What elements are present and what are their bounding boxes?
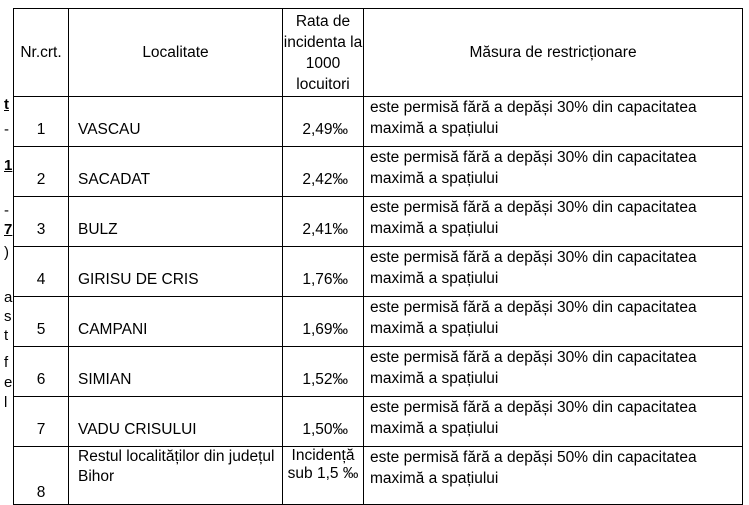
cell-localitate: SACADAT [68, 146, 283, 197]
margin-mark: ) [4, 244, 9, 261]
cell-localitate: BULZ [68, 196, 283, 247]
cell-measure: este permisă fără a depăși 50% din capac… [363, 446, 743, 505]
table-row: 2 SACADAT 2,42‰ este permisă fără a depă… [13, 146, 743, 197]
cell-localitate: SIMIAN [68, 346, 283, 397]
cell-nr: 1 [13, 96, 69, 147]
cell-measure: este permisă fără a depăși 30% din capac… [363, 146, 743, 197]
cell-measure: este permisă fără a depăși 30% din capac… [363, 96, 743, 147]
cell-localitate: CAMPANI [68, 296, 283, 347]
cell-localitate: VASCAU [68, 96, 283, 147]
table-row: 4 GIRISU DE CRIS 1,76‰ este permisă fără… [13, 246, 743, 297]
cell-measure: este permisă fără a depăși 30% din capac… [363, 196, 743, 247]
cell-rate: 1,69‰ [282, 296, 364, 347]
margin-mark: f [4, 354, 9, 371]
table-row: 1 VASCAU 2,49‰ este permisă fără a depăș… [13, 96, 743, 147]
margin-mark: t [4, 96, 9, 113]
cell-nr: 7 [13, 396, 69, 447]
table-row: 8 Restul localităților din județul Bihor… [13, 446, 743, 505]
header-rate: Rata de incidenta la 1000 locuitori [282, 8, 364, 97]
cell-nr: 8 [13, 446, 69, 505]
cell-nr: 5 [13, 296, 69, 347]
table-row: 3 BULZ 2,41‰ este permisă fără a depăși … [13, 196, 743, 247]
header-nr: Nr.crt. [13, 8, 69, 97]
cell-rate: 1,52‰ [282, 346, 364, 397]
cell-measure: este permisă fără a depăși 30% din capac… [363, 396, 743, 447]
margin-mark: s [4, 308, 12, 325]
table-row: 7 VADU CRISULUI 1,50‰ este permisă fără … [13, 396, 743, 447]
table-header-row: Nr.crt. Localitate Rata de incidenta la … [13, 8, 743, 97]
margin-mark: a [4, 289, 13, 306]
cell-localitate: VADU CRISULUI [68, 396, 283, 447]
cell-rate: 2,49‰ [282, 96, 364, 147]
cell-rate: 2,41‰ [282, 196, 364, 247]
cell-measure: este permisă fără a depăși 30% din capac… [363, 296, 743, 347]
cell-localitate: GIRISU DE CRIS [68, 246, 283, 297]
table-row: 5 CAMPANI 1,69‰ este permisă fără a depă… [13, 296, 743, 347]
cell-rate: 1,76‰ [282, 246, 364, 297]
margin-mark: 1 [4, 157, 13, 174]
margin-mark: l [4, 394, 8, 411]
cell-localitate: Restul localităților din județul Bihor [68, 446, 283, 505]
cell-rate: Incidență sub 1,5 ‰ [282, 446, 364, 505]
header-localitate: Localitate [68, 8, 283, 97]
cell-rate: 1,50‰ [282, 396, 364, 447]
cell-nr: 6 [13, 346, 69, 397]
cell-measure: este permisă fără a depăși 30% din capac… [363, 246, 743, 297]
margin-mark: - [4, 121, 9, 138]
cell-nr: 4 [13, 246, 69, 297]
margin-mark: 7 [4, 221, 13, 238]
margin-mark: - [4, 202, 9, 219]
cell-nr: 3 [13, 196, 69, 247]
cell-rate: 2,42‰ [282, 146, 364, 197]
cell-measure: este permisă fără a depăși 30% din capac… [363, 346, 743, 397]
header-measure: Măsura de restricționare [363, 8, 743, 97]
margin-mark: t [4, 327, 9, 344]
margin-mark: e [4, 374, 13, 391]
cell-nr: 2 [13, 146, 69, 197]
restrictions-table: Nr.crt. Localitate Rata de incidenta la … [13, 8, 743, 505]
table-row: 6 SIMIAN 1,52‰ este permisă fără a depăș… [13, 346, 743, 397]
